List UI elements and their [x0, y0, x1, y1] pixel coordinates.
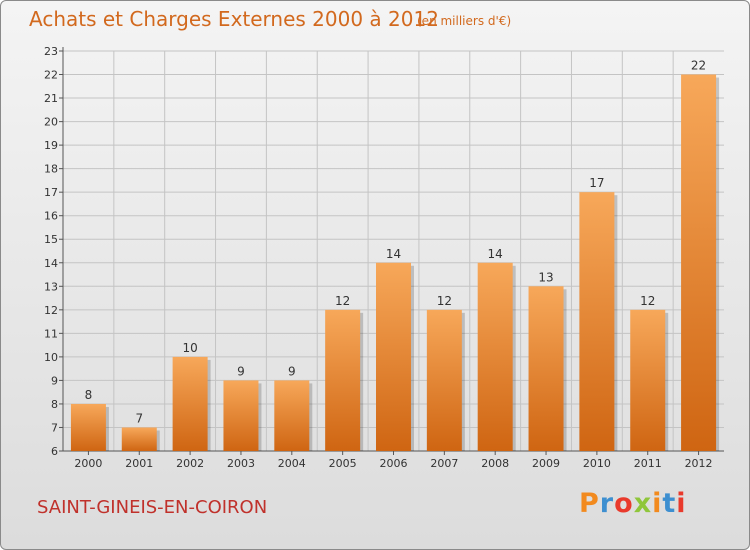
y-tick-label: 12 [44, 304, 58, 317]
y-tick-label: 8 [51, 398, 58, 411]
x-tick-label: 2012 [685, 457, 713, 470]
bar [325, 309, 361, 451]
y-tick-label: 18 [44, 163, 58, 176]
bars [70, 74, 720, 452]
data-label: 10 [182, 341, 197, 355]
chart-subtitle: (en milliers d'€) [417, 14, 512, 28]
bar [274, 380, 310, 451]
data-label: 17 [589, 176, 604, 190]
data-label: 12 [437, 294, 452, 308]
data-label: 9 [237, 364, 245, 378]
x-tick-label: 2001 [125, 457, 153, 470]
data-label: 7 [135, 411, 143, 425]
y-tick-label: 21 [44, 92, 58, 105]
logo-letter: i [676, 488, 687, 519]
y-tick-label: 23 [44, 45, 58, 58]
bar [70, 403, 106, 451]
y-tick-label: 16 [44, 210, 58, 223]
y-tick-label: 6 [51, 445, 58, 458]
bar [528, 286, 564, 451]
x-tick-label: 2004 [278, 457, 306, 470]
data-label: 14 [386, 247, 401, 261]
bar [477, 262, 513, 451]
bar [579, 192, 615, 452]
bar [681, 74, 717, 451]
x-tick-label: 2005 [329, 457, 357, 470]
town-name: SAINT-GINEIS-EN-COIRON [37, 497, 268, 518]
bar [630, 309, 666, 451]
logo-letter: x [633, 488, 653, 519]
bar [121, 427, 157, 451]
data-label: 13 [538, 270, 553, 284]
proxiti-logo: Proxiti [579, 488, 687, 519]
bar [172, 356, 208, 451]
bar [426, 309, 462, 451]
y-tick-label: 11 [44, 327, 58, 340]
x-tick-label: 2008 [481, 457, 509, 470]
y-tick-label: 13 [44, 280, 58, 293]
x-tick-label: 2010 [583, 457, 611, 470]
x-tick-label: 2007 [430, 457, 458, 470]
x-tick-label: 2003 [227, 457, 255, 470]
x-tick-label: 2011 [634, 457, 662, 470]
y-tick-label: 20 [44, 116, 58, 129]
y-tick-label: 17 [44, 186, 58, 199]
data-label: 14 [488, 247, 503, 261]
data-label: 9 [288, 364, 296, 378]
y-tick-label: 22 [44, 69, 58, 82]
data-labels: 8 7 10 9 9 12 14 12 14 13 17 12 22 [85, 59, 707, 426]
data-label: 12 [640, 294, 655, 308]
x-tick-label: 2009 [532, 457, 560, 470]
data-label: 8 [85, 388, 93, 402]
logo-letter: o [614, 488, 634, 519]
chart-title: Achats et Charges Externes 2000 à 2012 [29, 7, 439, 31]
logo-letter: i [652, 488, 663, 519]
x-tick-label: 2002 [176, 457, 204, 470]
logo-letter: P [579, 488, 600, 519]
y-tick-label: 9 [51, 374, 58, 387]
x-tick-label: 2000 [74, 457, 102, 470]
y-tick-label: 7 [51, 421, 58, 434]
bar [376, 262, 411, 451]
data-label: 12 [335, 294, 350, 308]
y-tick-label: 15 [44, 233, 58, 246]
data-label: 22 [691, 59, 706, 73]
bar [223, 380, 259, 451]
logo-letter: t [662, 488, 677, 519]
y-tick-label: 14 [44, 257, 58, 270]
y-tick-label: 10 [44, 351, 58, 364]
logo-letter: r [599, 488, 615, 519]
y-tick-label: 19 [44, 139, 58, 152]
x-tick-label: 2006 [380, 457, 408, 470]
